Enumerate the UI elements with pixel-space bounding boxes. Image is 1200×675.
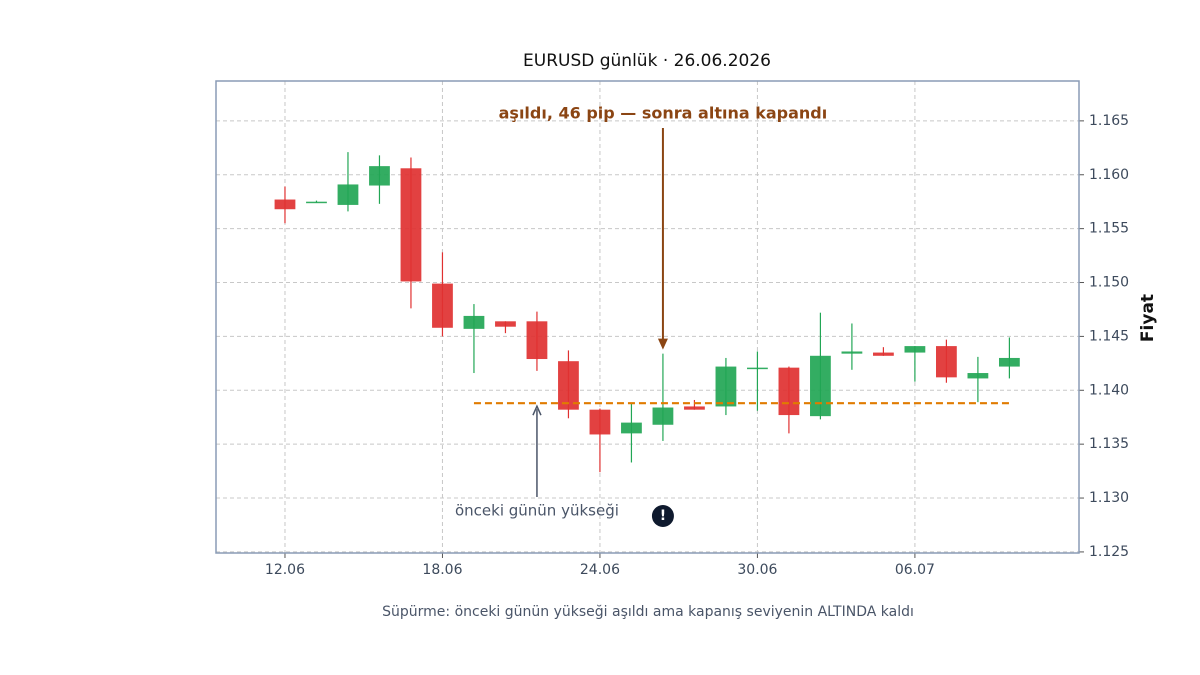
x-tick-label: 24.06 <box>580 562 620 578</box>
candle-body <box>810 355 831 417</box>
x-tick-label: 06.07 <box>895 562 935 578</box>
arrow-head <box>657 338 668 350</box>
y-tick-label: 1.150 <box>1089 275 1129 291</box>
candle-body <box>621 422 642 434</box>
candle-body <box>400 168 422 282</box>
marker-text: ! <box>660 508 666 524</box>
candle-body <box>715 366 737 407</box>
candle-body <box>998 357 1020 367</box>
candle-body <box>463 315 485 329</box>
candle-body <box>747 367 768 370</box>
chart-title: EURUSD günlük · 26.06.2026 <box>523 51 771 71</box>
marker-icon <box>651 505 674 527</box>
caption: Süpürme: önceki günün yükseği aşıldı ama… <box>382 604 914 620</box>
candle-body <box>904 346 926 353</box>
level-label: önceki günün yükseği <box>455 502 619 520</box>
candle-body <box>495 321 516 327</box>
y-tick-label: 1.125 <box>1089 544 1129 560</box>
annotation-text: aşıldı, 46 pip — sonra altına kapandı <box>499 104 828 123</box>
candle-body <box>337 184 359 205</box>
x-tick-label: 30.06 <box>737 562 777 578</box>
candle-body <box>306 201 327 204</box>
y-tick-label: 1.155 <box>1089 221 1129 237</box>
y-tick-label: 1.140 <box>1089 382 1129 398</box>
candle-body <box>967 373 989 379</box>
y-tick-label: 1.135 <box>1089 436 1129 452</box>
candle-body <box>589 409 611 435</box>
x-tick-label: 18.06 <box>422 562 462 578</box>
candle-body <box>558 361 579 410</box>
y-tick-label: 1.160 <box>1089 167 1129 183</box>
x-tick-label: 12.06 <box>265 562 305 578</box>
candle-body <box>684 406 705 410</box>
y-tick-label: 1.165 <box>1089 113 1129 129</box>
candle-body <box>841 351 863 354</box>
candle-body <box>526 321 548 360</box>
y-tick-label: 1.145 <box>1089 328 1129 344</box>
arrow-head <box>532 404 542 416</box>
y-tick-label: 1.130 <box>1089 490 1129 506</box>
y-axis-label: Fiyat <box>1138 294 1158 342</box>
candle-body <box>652 407 674 425</box>
candle-body <box>432 283 453 328</box>
candle-body <box>936 346 957 378</box>
candle-body <box>778 367 800 416</box>
candle-body <box>369 166 390 186</box>
candle-body <box>274 199 296 210</box>
candle-body <box>873 352 894 356</box>
plot-frame <box>215 80 1080 554</box>
